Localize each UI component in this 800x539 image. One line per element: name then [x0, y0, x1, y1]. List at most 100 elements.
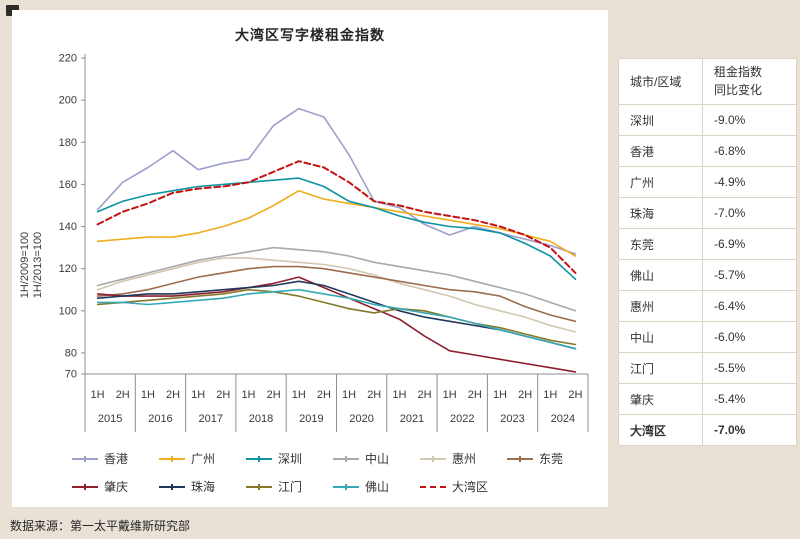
x-half-label: 2H [417, 389, 431, 401]
legend-swatch-hongkong [72, 455, 98, 462]
x-half-label: 1H [493, 389, 507, 401]
legend-marker [171, 483, 173, 490]
legend-label: 东莞 [539, 452, 564, 466]
change-cell: -6.4% [702, 290, 797, 322]
legend-item-jiangmen: 江门 [246, 478, 333, 495]
x-year-label: 2021 [400, 413, 424, 425]
change-cell: -4.9% [702, 166, 797, 198]
x-half-label: 2H [267, 389, 281, 401]
header-rent-index-change-label: 租金指数同比变化 [714, 65, 763, 97]
legend-marker [258, 483, 260, 490]
y-tick-label: 220 [59, 53, 77, 65]
change-cell: -6.9% [702, 228, 797, 260]
legend-marker [84, 483, 86, 490]
legend-swatch-zhongshan [333, 455, 359, 462]
table-row: 珠海 -7.0% [618, 197, 797, 229]
table-row: 江门 -5.5% [618, 352, 797, 384]
x-half-label: 1H [241, 389, 255, 401]
summary-table: 城市/区域 租金指数同比变化 深圳 -9.0% 香港 -6.8% 广州 -4.9% 珠海 -7… [618, 58, 797, 446]
legend-marker [519, 455, 521, 462]
x-half-label: 2H [166, 389, 180, 401]
city-cell: 大湾区 [618, 414, 703, 446]
legend-marker [345, 483, 347, 490]
table-row: 肇庆 -5.4% [618, 383, 797, 415]
x-half-label: 2H [367, 389, 381, 401]
legend-marker [345, 455, 347, 462]
x-half-label: 1H [91, 389, 105, 401]
source-note: 数据来源：第一太平戴维斯研究部 [10, 519, 191, 533]
chart-panel: 大湾区写字楼租金指数 1H/2009=100 1H/2013=100 70 80 1… [12, 10, 608, 507]
x-half-label: 2H [518, 389, 532, 401]
legend-item-zhaoqing: 肇庆 [72, 478, 159, 495]
legend-swatch-gba [420, 485, 446, 488]
legend-swatch-zhaoqing [72, 483, 98, 490]
legend-swatch-huizhou [420, 455, 446, 462]
y-tick-label: 180 [59, 137, 77, 149]
x-half-label: 1H [392, 389, 406, 401]
legend-item-huizhou: 惠州 [420, 450, 507, 467]
legend-label: 惠州 [452, 452, 477, 466]
y-tick-label: 160 [59, 179, 77, 191]
x-half-label: 2H [116, 389, 130, 401]
y-tick-label: 70 [65, 369, 77, 381]
city-cell: 东莞 [618, 228, 703, 260]
series-line-guangzhou [96, 189, 577, 257]
series-line-foshan [96, 288, 577, 350]
legend-item-dongguan: 东莞 [507, 450, 594, 467]
y-tick-label: 140 [59, 221, 77, 233]
series-line-dongguan [96, 265, 577, 323]
legend-item-hongkong: 香港 [72, 450, 159, 467]
x-half-label: 1H [443, 389, 457, 401]
table-header-row: 城市/区域 租金指数同比变化 [618, 58, 797, 105]
x-year-label: 2017 [199, 413, 223, 425]
series-line-gba [96, 160, 577, 274]
legend-label: 深圳 [278, 452, 303, 466]
city-cell: 香港 [618, 135, 703, 167]
legend-label: 江门 [278, 480, 303, 494]
change-cell: -5.7% [702, 259, 797, 291]
legend-marker [258, 455, 260, 462]
series-line-jiangmen [96, 288, 577, 346]
x-half-label: 1H [191, 389, 205, 401]
x-year-label: 2023 [500, 413, 524, 425]
x-year-label: 2019 [299, 413, 323, 425]
change-cell: -6.8% [702, 135, 797, 167]
change-cell: -5.4% [702, 383, 797, 415]
change-cell: -7.0% [702, 197, 797, 229]
y-tick-label: 120 [59, 263, 77, 275]
legend-swatch-zhuhai [159, 483, 185, 490]
legend-swatch-jiangmen [246, 483, 272, 490]
x-half-label: 1H [342, 389, 356, 401]
x-year-label: 2015 [98, 413, 122, 425]
legend-swatch-shenzhen [246, 455, 272, 462]
legend-item-gba: 大湾区 [420, 478, 507, 495]
legend-item-guangzhou: 广州 [159, 450, 246, 467]
chart-title: 大湾区写字楼租金指数 [235, 27, 385, 43]
x-half-label: 1H [292, 389, 306, 401]
table-row: 东莞 -6.9% [618, 228, 797, 260]
x-half-label: 2H [317, 389, 331, 401]
city-cell: 佛山 [618, 259, 703, 291]
chart-legend: 香港 广州 深圳 中山 惠州 东莞 肇庆 珠海 江门 佛山 大湾区 [72, 450, 594, 495]
x-year-label: 2024 [551, 413, 575, 425]
table-row: 广州 -4.9% [618, 166, 797, 198]
city-cell: 惠州 [618, 290, 703, 322]
x-half-label: 1H [141, 389, 155, 401]
legend-item-shenzhen: 深圳 [246, 450, 333, 467]
legend-label: 大湾区 [452, 480, 489, 494]
change-cell: -7.0% [702, 414, 797, 446]
summary-table-panel: 城市/区域 租金指数同比变化 深圳 -9.0% 香港 -6.8% 广州 -4.9% 珠海 -7… [618, 58, 797, 446]
x-year-label: 2016 [148, 413, 172, 425]
legend-item-zhongshan: 中山 [333, 450, 420, 467]
series-line-zhaoqing [96, 276, 577, 373]
legend-label: 香港 [104, 452, 129, 466]
series-line-zhuhai [96, 280, 577, 350]
legend-item-zhuhai: 珠海 [159, 478, 246, 495]
header-city-region-label: 城市/区域 [630, 75, 682, 89]
x-year-label: 2022 [450, 413, 474, 425]
table-row: 深圳 -9.0% [618, 104, 797, 136]
x-year-label: 2018 [249, 413, 273, 425]
x-half-label: 2H [568, 389, 582, 401]
table-row: 香港 -6.8% [618, 135, 797, 167]
